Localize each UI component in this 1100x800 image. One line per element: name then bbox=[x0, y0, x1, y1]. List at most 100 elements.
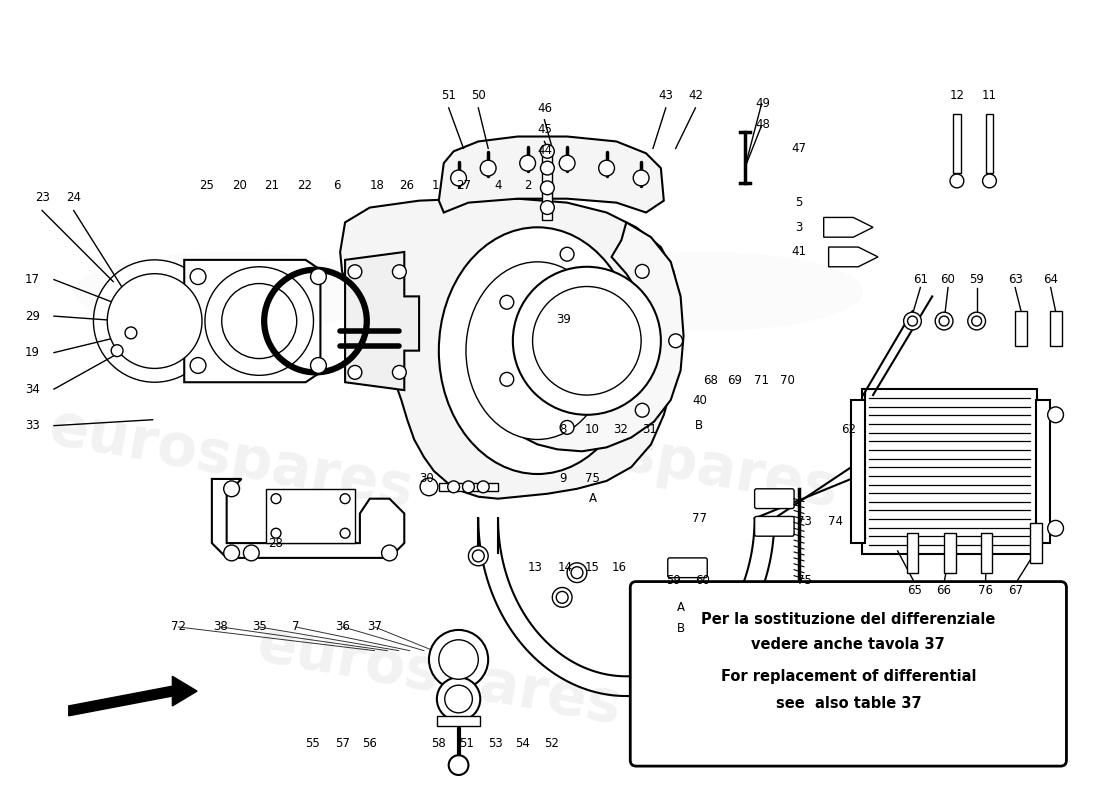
Circle shape bbox=[571, 566, 583, 578]
Text: B: B bbox=[695, 419, 703, 432]
Bar bbox=[1030, 523, 1042, 563]
Text: 16: 16 bbox=[612, 562, 627, 574]
Text: 68: 68 bbox=[703, 374, 717, 386]
Circle shape bbox=[348, 366, 362, 379]
Circle shape bbox=[429, 630, 488, 689]
Text: 52: 52 bbox=[543, 737, 559, 750]
Text: 56: 56 bbox=[362, 737, 377, 750]
Text: 54: 54 bbox=[515, 737, 530, 750]
Ellipse shape bbox=[439, 227, 636, 474]
Text: 33: 33 bbox=[25, 419, 40, 432]
Circle shape bbox=[271, 528, 281, 538]
Bar bbox=[542, 151, 552, 220]
Text: 3: 3 bbox=[795, 221, 803, 234]
Circle shape bbox=[481, 160, 496, 176]
Text: 13: 13 bbox=[528, 562, 543, 574]
Circle shape bbox=[420, 478, 438, 496]
Text: 60: 60 bbox=[695, 574, 710, 587]
Circle shape bbox=[908, 316, 917, 326]
Text: 6: 6 bbox=[333, 179, 341, 192]
Polygon shape bbox=[828, 247, 878, 266]
Text: 10: 10 bbox=[584, 423, 600, 436]
Circle shape bbox=[111, 345, 123, 357]
Polygon shape bbox=[69, 676, 197, 716]
Ellipse shape bbox=[466, 262, 609, 439]
Text: 40: 40 bbox=[692, 394, 707, 406]
Circle shape bbox=[939, 316, 949, 326]
Circle shape bbox=[950, 174, 964, 188]
Circle shape bbox=[968, 312, 986, 330]
Circle shape bbox=[568, 563, 587, 582]
Text: 14: 14 bbox=[558, 562, 573, 574]
Text: 18: 18 bbox=[370, 179, 384, 192]
FancyBboxPatch shape bbox=[755, 489, 794, 509]
Circle shape bbox=[557, 591, 568, 603]
Text: 63: 63 bbox=[1008, 273, 1023, 286]
Text: 29: 29 bbox=[25, 310, 40, 322]
Polygon shape bbox=[439, 137, 663, 213]
Text: 7: 7 bbox=[292, 621, 299, 634]
Text: 25: 25 bbox=[199, 179, 214, 192]
Bar bbox=[1015, 311, 1027, 346]
Circle shape bbox=[634, 170, 649, 186]
Text: 59: 59 bbox=[969, 273, 984, 286]
Bar bbox=[944, 534, 956, 573]
Polygon shape bbox=[184, 260, 320, 382]
FancyBboxPatch shape bbox=[668, 587, 707, 607]
Text: B: B bbox=[676, 622, 684, 635]
Text: 12: 12 bbox=[949, 89, 965, 102]
Text: A: A bbox=[676, 601, 684, 614]
Circle shape bbox=[971, 316, 981, 326]
Text: 24: 24 bbox=[66, 191, 81, 204]
Text: 55: 55 bbox=[305, 737, 320, 750]
Circle shape bbox=[982, 174, 997, 188]
Polygon shape bbox=[340, 198, 678, 498]
Circle shape bbox=[108, 274, 202, 369]
Circle shape bbox=[1047, 520, 1064, 536]
Text: 34: 34 bbox=[25, 382, 40, 396]
Text: 41: 41 bbox=[792, 246, 806, 258]
Text: 76: 76 bbox=[978, 584, 993, 597]
Bar bbox=[953, 114, 961, 173]
Circle shape bbox=[448, 481, 460, 493]
Circle shape bbox=[560, 247, 574, 261]
Circle shape bbox=[437, 678, 481, 721]
Text: 43: 43 bbox=[659, 89, 673, 102]
Text: 5: 5 bbox=[795, 196, 803, 209]
Text: 19: 19 bbox=[25, 346, 40, 359]
Polygon shape bbox=[212, 479, 405, 558]
Text: 53: 53 bbox=[487, 737, 503, 750]
Polygon shape bbox=[824, 218, 873, 237]
Ellipse shape bbox=[548, 252, 864, 331]
Circle shape bbox=[310, 269, 327, 285]
Circle shape bbox=[382, 545, 397, 561]
Circle shape bbox=[560, 421, 574, 434]
Circle shape bbox=[462, 481, 474, 493]
Circle shape bbox=[223, 545, 240, 561]
Text: 38: 38 bbox=[213, 621, 228, 634]
Circle shape bbox=[190, 269, 206, 285]
Text: 9: 9 bbox=[560, 473, 566, 486]
Circle shape bbox=[540, 201, 554, 214]
Circle shape bbox=[513, 266, 661, 415]
Circle shape bbox=[636, 403, 649, 417]
Text: 37: 37 bbox=[367, 621, 382, 634]
Circle shape bbox=[540, 145, 554, 158]
Circle shape bbox=[223, 481, 240, 497]
Circle shape bbox=[552, 587, 572, 607]
Circle shape bbox=[340, 494, 350, 504]
Polygon shape bbox=[345, 252, 419, 390]
Bar bbox=[1049, 311, 1061, 346]
Circle shape bbox=[393, 265, 406, 278]
FancyBboxPatch shape bbox=[862, 389, 1037, 554]
Text: 75: 75 bbox=[585, 473, 601, 486]
Circle shape bbox=[271, 494, 281, 504]
Text: 57: 57 bbox=[334, 737, 350, 750]
Text: 28: 28 bbox=[268, 537, 284, 550]
Circle shape bbox=[935, 312, 953, 330]
Text: 73: 73 bbox=[796, 515, 812, 528]
Text: 70: 70 bbox=[780, 374, 794, 386]
Circle shape bbox=[205, 266, 314, 375]
Circle shape bbox=[451, 170, 466, 186]
Text: 45: 45 bbox=[537, 123, 552, 136]
